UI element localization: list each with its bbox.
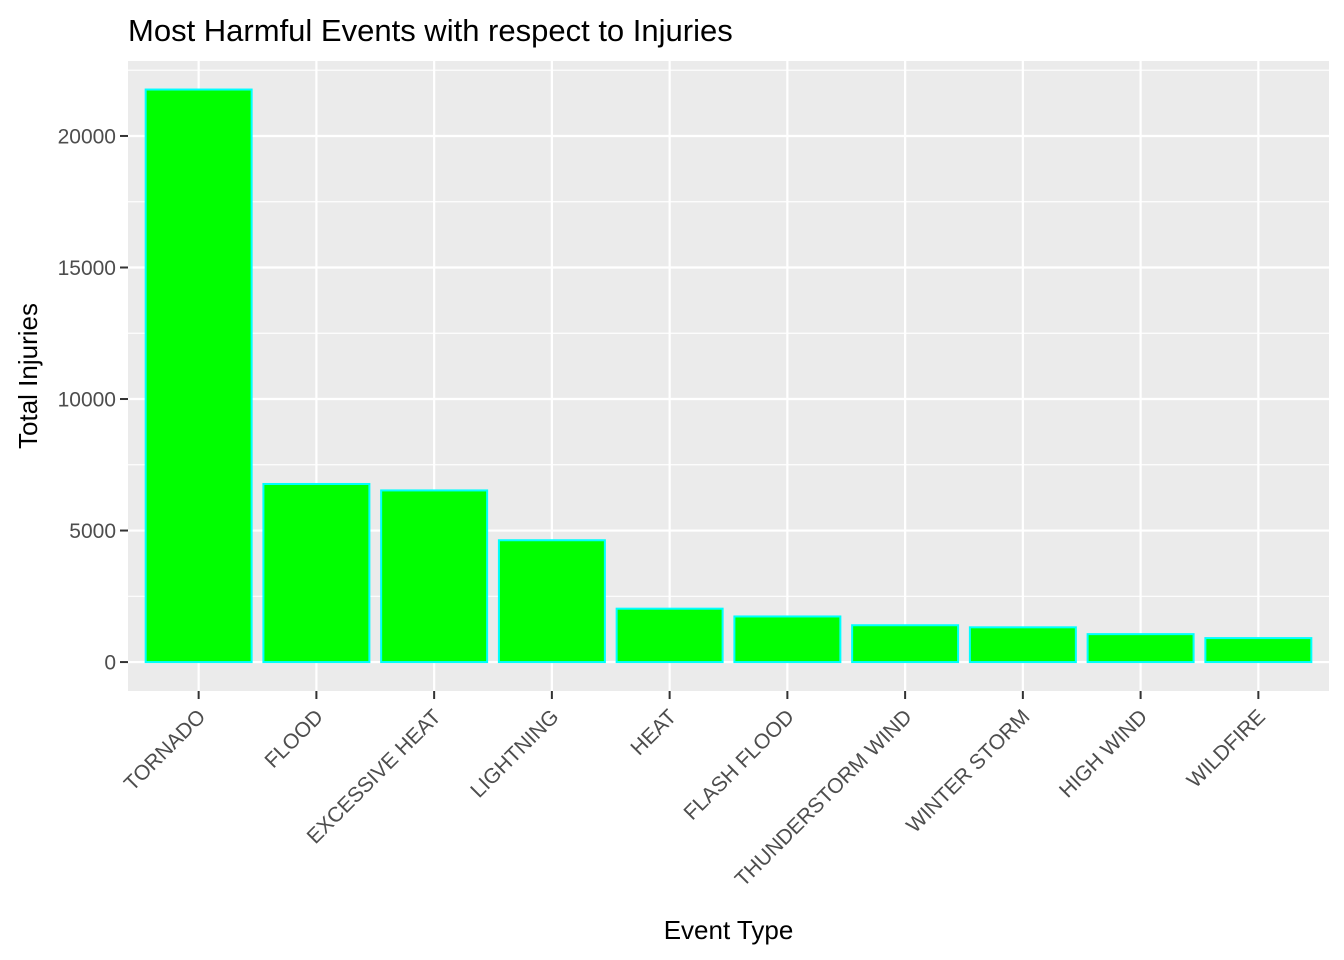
bar (733, 615, 842, 664)
y-tick-label: 15000 (58, 257, 116, 280)
y-tick-label: 20000 (58, 125, 116, 148)
y-tick-label: 5000 (69, 520, 116, 543)
y-axis-title: Total Injuries (13, 303, 43, 449)
bar (1204, 637, 1313, 664)
bar (262, 482, 371, 664)
bar (615, 607, 724, 664)
x-axis-title: Event Type (664, 915, 794, 945)
bar (1086, 633, 1195, 664)
y-tick-label: 10000 (58, 389, 116, 412)
chart-title: Most Harmful Events with respect to Inju… (128, 13, 733, 48)
y-axis: 0 5000 10000 15000 20000 (58, 125, 128, 675)
y-tick-label: 0 (104, 652, 116, 675)
bar (497, 539, 606, 664)
bar (968, 626, 1077, 664)
bar (144, 88, 253, 664)
bar (380, 489, 489, 664)
bar (851, 624, 960, 664)
bars (144, 88, 1313, 664)
